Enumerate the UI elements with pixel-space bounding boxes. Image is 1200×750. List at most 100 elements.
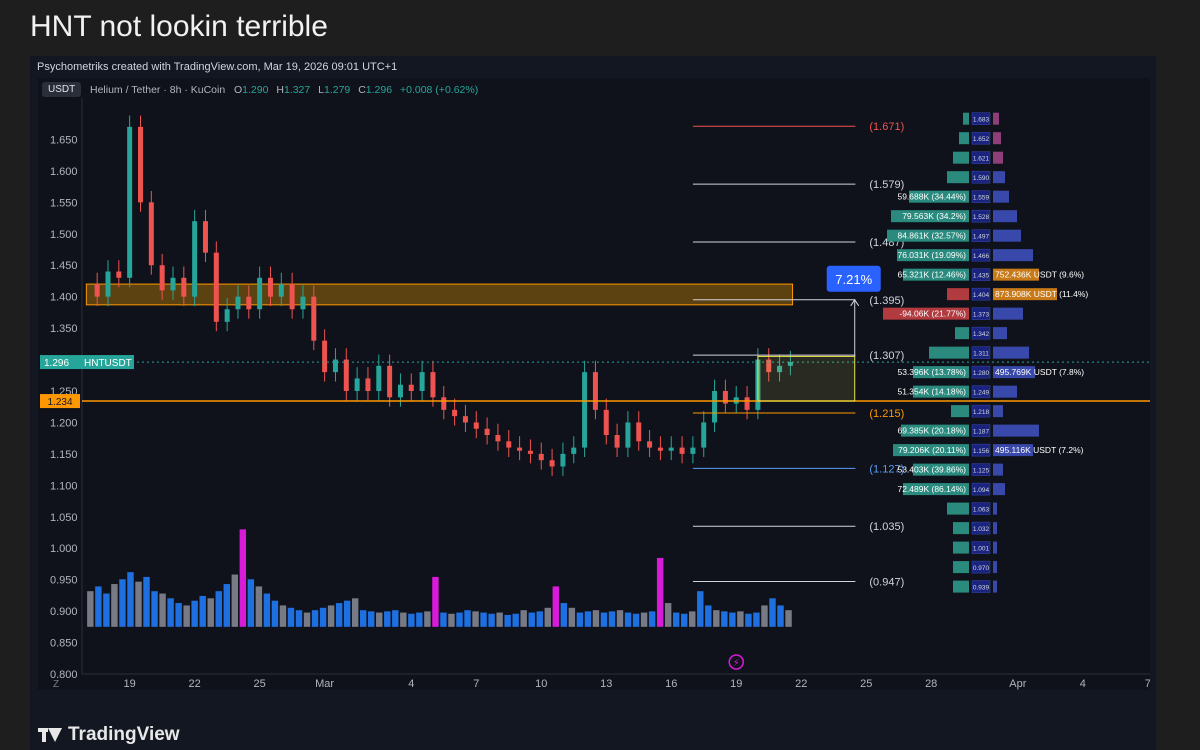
- volume-profile-buy-bar: [913, 385, 969, 398]
- volume-profile-buy-bar: [913, 366, 969, 379]
- volume-profile-buy-bar: [947, 171, 969, 184]
- volume-bar: [295, 610, 303, 627]
- volume-bar: [616, 610, 624, 627]
- volume-bar: [231, 574, 239, 627]
- volume-bar: [785, 610, 792, 627]
- candle-body: [441, 397, 447, 410]
- volume-bar: [271, 600, 279, 627]
- volume-bar: [584, 611, 592, 627]
- volume-profile-price-label: 1.373: [973, 312, 990, 319]
- candle-body: [289, 284, 295, 310]
- volume-bar: [769, 598, 776, 627]
- low-label: L: [318, 84, 324, 96]
- volume-profile-price-label: 0.970: [973, 565, 990, 572]
- x-tick-label: 10: [535, 678, 547, 690]
- chart-frame[interactable]: 1.6501.6001.5501.5001.4501.4001.3501.300…: [38, 78, 1150, 690]
- x-tick-label: Mar: [315, 678, 334, 690]
- volume-bar: [343, 600, 351, 627]
- y-tick-label: 1.500: [50, 229, 78, 241]
- volume-bar: [528, 612, 535, 627]
- volume-bar: [464, 610, 471, 627]
- support-level-label: 1.234: [47, 397, 72, 408]
- volume-profile-price-label: 1.404: [973, 292, 990, 299]
- volume-bar: [697, 591, 704, 627]
- candle-body: [311, 296, 317, 341]
- volume-bar: [745, 613, 752, 627]
- volume-profile-buy-bar: [897, 249, 969, 262]
- volume-bar: [664, 603, 672, 627]
- volume-bar: [456, 612, 463, 627]
- candle-body: [625, 422, 631, 448]
- candle-body: [668, 447, 674, 451]
- timezone-icon: Z: [53, 679, 59, 690]
- volume-bar: [287, 607, 295, 627]
- volume-bar: [544, 607, 551, 627]
- y-tick-label: 0.850: [50, 638, 78, 650]
- volume-bar: [560, 603, 568, 627]
- volume-bar: [568, 607, 576, 627]
- candle-body: [473, 422, 479, 429]
- volume-bar: [143, 576, 150, 627]
- volume-profile-buy-bar: [953, 561, 969, 574]
- volume-bar: [359, 610, 367, 627]
- x-tick-label: 7: [1145, 678, 1150, 690]
- volume-profile-price-cell: [971, 521, 991, 535]
- volume-bar: [472, 611, 479, 627]
- volume-bar: [368, 611, 375, 627]
- high-label: H: [276, 84, 284, 96]
- y-tick-label: 0.800: [50, 669, 78, 681]
- volume-bar: [223, 584, 230, 627]
- tradingview-logo[interactable]: TradingView: [38, 724, 180, 746]
- volume-profile-price-cell: [971, 190, 991, 203]
- flash-icon-glyph: ⚡: [733, 658, 740, 669]
- candle-body: [592, 372, 598, 410]
- volume-bar: [520, 610, 527, 627]
- volume-profile-sell-bar: [993, 483, 1005, 496]
- volume-bar: [384, 611, 391, 627]
- volume-bar: [512, 613, 519, 627]
- volume-bar: [119, 579, 126, 627]
- y-tick-label: 0.950: [50, 575, 78, 587]
- volume-bar: [400, 612, 407, 627]
- measure-box: [757, 355, 856, 402]
- volume-bar: [440, 612, 447, 627]
- candle-body: [246, 296, 252, 310]
- volume-profile-sell-bar: [993, 132, 1001, 145]
- volume-profile-sell-bar: [993, 190, 1009, 203]
- fib-level-label: (1.035): [869, 521, 904, 533]
- volume-profile-price-cell: [971, 346, 991, 359]
- price-chart[interactable]: 1.6501.6001.5501.5001.4501.4001.3501.300…: [38, 78, 1150, 690]
- candle-body: [614, 435, 620, 448]
- flash-icon: [728, 654, 744, 670]
- volume-profile-price-cell: [971, 365, 991, 379]
- candle-body: [582, 372, 588, 448]
- y-tick-label: 1.150: [50, 449, 78, 461]
- volume-profile-sell-bar: [993, 171, 1005, 184]
- volume-bar: [448, 613, 455, 627]
- candle-body: [647, 441, 653, 448]
- volume-profile-sell-bar: [993, 541, 997, 554]
- candle-body: [365, 378, 371, 391]
- candle-body: [94, 284, 100, 297]
- volume-profile-buy-label: 59.688K (34.44%): [897, 192, 966, 202]
- candle-body: [549, 460, 555, 467]
- volume-profile-price-cell: [971, 268, 991, 281]
- x-tick-label: 19: [124, 678, 136, 690]
- volume-profile-buy-bar: [951, 405, 969, 418]
- volume-bar: [175, 603, 182, 627]
- tradingview-icon: [38, 728, 62, 742]
- change-value: +0.008 (+0.62%): [399, 84, 479, 96]
- volume-profile-price-label: 1.156: [973, 448, 990, 455]
- currency-badge[interactable]: USDT: [42, 82, 82, 97]
- volume-profile-price-label: 1.001: [973, 546, 990, 553]
- volume-profile-sell-bar: [993, 151, 1003, 164]
- volume-bar: [183, 605, 190, 627]
- volume-profile-buy-bar: [891, 210, 969, 223]
- y-tick-label: 1.650: [50, 134, 78, 146]
- volume-bar: [151, 591, 158, 627]
- candle-body: [235, 296, 241, 310]
- candle-body: [679, 447, 685, 454]
- volume-profile-price-cell: [971, 248, 991, 262]
- volume-profile-buy-bar: [901, 424, 969, 437]
- fib-level-label: (1.671): [869, 121, 904, 133]
